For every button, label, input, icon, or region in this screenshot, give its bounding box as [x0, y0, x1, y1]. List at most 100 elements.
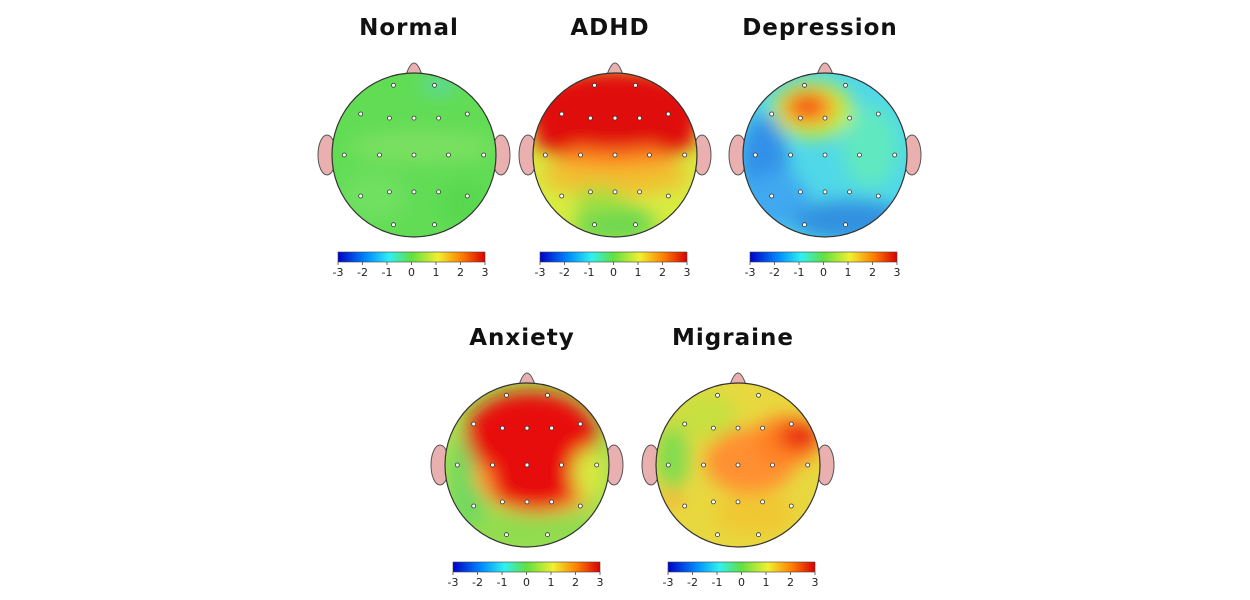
electrode: [588, 189, 593, 195]
colorbar-tick-label: -1: [584, 266, 595, 279]
map-region: [841, 105, 899, 188]
electrode: [454, 462, 460, 468]
electrode: [760, 425, 765, 431]
electrode: [857, 152, 862, 158]
map-region: [713, 493, 796, 535]
electrode: [711, 425, 716, 431]
colorbar-tick-label: 3: [812, 576, 819, 589]
colorbar-tick-label: 0: [523, 576, 530, 589]
electrode: [524, 425, 530, 431]
electrode: [647, 152, 652, 158]
electrode: [769, 193, 775, 199]
colorbar: [667, 561, 816, 573]
electrode: [612, 189, 618, 195]
electrode: [711, 499, 716, 505]
electrode: [549, 425, 554, 431]
colorbar: [539, 251, 688, 263]
electrode: [504, 532, 509, 538]
electrode: [843, 222, 848, 228]
map-blobs: [743, 81, 907, 237]
electrode: [633, 82, 638, 88]
panel: Depression -3 -2 -1 0 1 2 3: [728, 15, 922, 279]
colorbar-tick-label: -3: [535, 266, 546, 279]
colorbar-tick-label: -1: [794, 266, 805, 279]
electrode: [760, 499, 765, 505]
electrode: [822, 152, 828, 158]
electrode: [715, 392, 720, 398]
electrode: [665, 193, 671, 199]
colorbar-tick-label: -3: [745, 266, 756, 279]
panel-title: Migraine: [672, 325, 794, 351]
colorbar-tick-label: 2: [869, 266, 876, 279]
colorbar: [452, 561, 601, 573]
map-region: [572, 448, 605, 498]
map-blobs: [656, 391, 820, 535]
electrode: [633, 222, 638, 228]
electrode: [637, 115, 642, 121]
electrode: [805, 462, 811, 468]
electrode: [875, 193, 881, 199]
electrode: [391, 222, 396, 228]
electrode: [549, 499, 554, 505]
electrode: [843, 82, 848, 88]
head-map: [743, 73, 907, 237]
electrode: [715, 532, 720, 538]
colorbar-tick-label: 3: [597, 576, 604, 589]
map-region: [792, 95, 822, 116]
map-region: [348, 130, 496, 164]
electrode: [386, 189, 392, 195]
colorbar-tick-label: -2: [472, 576, 483, 589]
electrode: [892, 152, 898, 158]
map-region: [490, 452, 581, 511]
electrode: [701, 462, 706, 468]
map-region: [672, 391, 738, 441]
electrode: [682, 152, 688, 158]
electrode: [798, 189, 803, 195]
electrode: [499, 499, 505, 505]
electrode: [637, 189, 642, 195]
electrode: [822, 115, 828, 121]
map-region: [664, 491, 681, 505]
colorbar-tick-label: -3: [448, 576, 459, 589]
electrode: [682, 421, 688, 427]
electrode: [735, 425, 741, 431]
electrode: [411, 115, 417, 121]
map-region: [469, 510, 601, 547]
electrode: [464, 111, 470, 117]
electrode: [411, 189, 417, 195]
electrode: [481, 152, 487, 158]
head-outline: [655, 382, 821, 548]
colorbar-tick-label: 3: [684, 266, 691, 279]
electrode: [559, 193, 565, 199]
colorbar-tick-label: 0: [610, 266, 617, 279]
electrode: [432, 222, 437, 228]
electrode: [559, 462, 564, 468]
electrode: [735, 499, 741, 505]
electrode: [341, 152, 347, 158]
electrode: [822, 189, 828, 195]
panel-title: Depression: [742, 15, 898, 41]
map-region: [533, 105, 583, 155]
colorbar: [337, 251, 486, 263]
colorbar-tick-label: 3: [482, 266, 489, 279]
colorbar-tick-label: 0: [408, 266, 415, 279]
colorbar-tick-label: 0: [738, 576, 745, 589]
map-region: [656, 424, 689, 490]
electrode: [436, 115, 442, 121]
electrode: [769, 111, 775, 117]
electrode: [802, 222, 807, 228]
map-blobs: [533, 73, 697, 237]
colorbar-tick-label: -2: [769, 266, 780, 279]
electrode: [504, 392, 509, 398]
electrode: [665, 111, 671, 117]
colorbar-tick-label: 2: [659, 266, 666, 279]
electrode: [577, 503, 583, 509]
colorbar-tick-label: 1: [763, 576, 770, 589]
electrode: [524, 499, 530, 505]
electrode: [358, 111, 364, 117]
electrode: [594, 462, 600, 468]
map-region: [422, 77, 455, 94]
colorbar-tick-label: -2: [687, 576, 698, 589]
electrode: [847, 189, 852, 195]
electrode: [847, 115, 852, 121]
